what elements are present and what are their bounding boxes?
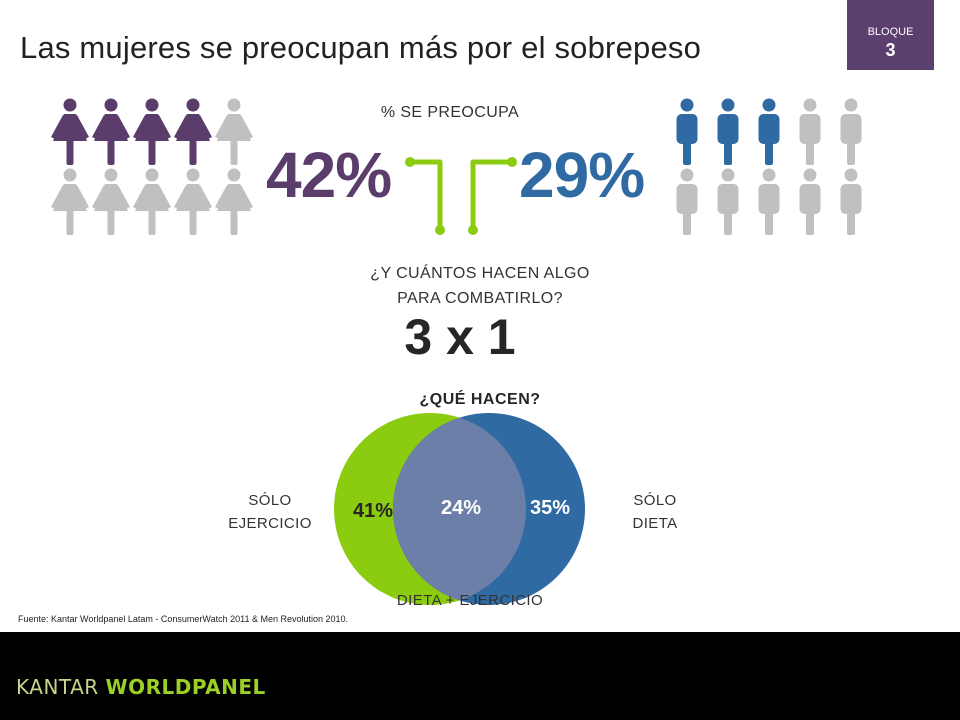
connector-dot (507, 157, 517, 167)
section-badge-label: BLOQUE (867, 26, 914, 38)
venn-title: ¿QUÉ HACEN? (419, 391, 541, 408)
brand-logo: KANTAR WORLDPANEL (16, 675, 266, 699)
man-figure-icon (799, 168, 821, 235)
source-note: Fuente: Kantar Worldpanel Latam - Consum… (18, 614, 349, 624)
venn-left-label-line2: EJERCICIO (228, 515, 312, 532)
woman-figure-icon (174, 98, 212, 165)
venn-right-label: SÓLO DIETA (595, 489, 715, 535)
man-figure-icon (717, 98, 739, 165)
connector-dot (468, 225, 478, 235)
woman-figure-icon (92, 168, 130, 235)
action-question: ¿Y CUÁNTOS HACEN ALGO PARA COMBATIRLO? (280, 261, 680, 311)
woman-figure-icon (215, 168, 253, 235)
venn-intersection (392, 417, 527, 601)
section-badge: BLOQUE 3 (847, 0, 934, 70)
connector-dot (435, 225, 445, 235)
man-figure-icon (676, 98, 698, 165)
connector-right (470, 159, 515, 231)
men-percentage: 29% (519, 139, 645, 211)
ratio-value: 3 x 1 (404, 309, 516, 365)
venn-right-label-line2: DIETA (632, 515, 678, 532)
man-figure-icon (758, 98, 780, 165)
pictograph-chart: 41% 24% 35% (51, 98, 862, 605)
venn-value-diet: 35% (530, 497, 570, 519)
venn-left-label: SÓLO EJERCICIO (210, 489, 330, 535)
woman-figure-icon (133, 168, 171, 235)
action-question-line2: PARA COMBATIRLO? (397, 290, 563, 307)
woman-figure-icon (92, 98, 130, 165)
woman-figure-icon (133, 98, 171, 165)
footer-bar: KANTAR WORLDPANEL (0, 632, 960, 720)
man-figure-icon (717, 168, 739, 235)
venn-left-label-line1: SÓLO (248, 492, 292, 509)
man-figure-icon (799, 98, 821, 165)
venn-value-exercise: 41% (353, 500, 393, 522)
venn-right-label-line1: SÓLO (633, 492, 677, 509)
venn-diagram: 41% 24% 35% (334, 413, 585, 605)
woman-figure-icon (51, 98, 89, 165)
woman-figure-icon (215, 98, 253, 165)
venn-value-intersection: 24% (441, 497, 481, 519)
men-pictograph (676, 98, 862, 235)
venn-intersection-label: DIETA + EJERCICIO (396, 592, 544, 609)
man-figure-icon (840, 168, 862, 235)
connector-lines (405, 157, 517, 235)
man-figure-icon (758, 168, 780, 235)
section-badge-number: 3 (885, 40, 896, 60)
connector-dot (405, 157, 415, 167)
woman-figure-icon (51, 168, 89, 235)
women-percentage: 42% (266, 139, 392, 211)
man-figure-icon (676, 168, 698, 235)
man-figure-icon (840, 98, 862, 165)
connector-left (407, 159, 443, 231)
page-title: Las mujeres se preocupan más por el sobr… (20, 30, 702, 65)
concern-label: % SE PREOCUPA (380, 104, 520, 121)
woman-figure-icon (174, 168, 212, 235)
action-question-line1: ¿Y CUÁNTOS HACEN ALGO (370, 265, 590, 282)
women-pictograph (51, 98, 253, 235)
brand-logo-part2: WORLDPANEL (105, 675, 266, 699)
brand-logo-part1: KANTAR (16, 675, 106, 699)
